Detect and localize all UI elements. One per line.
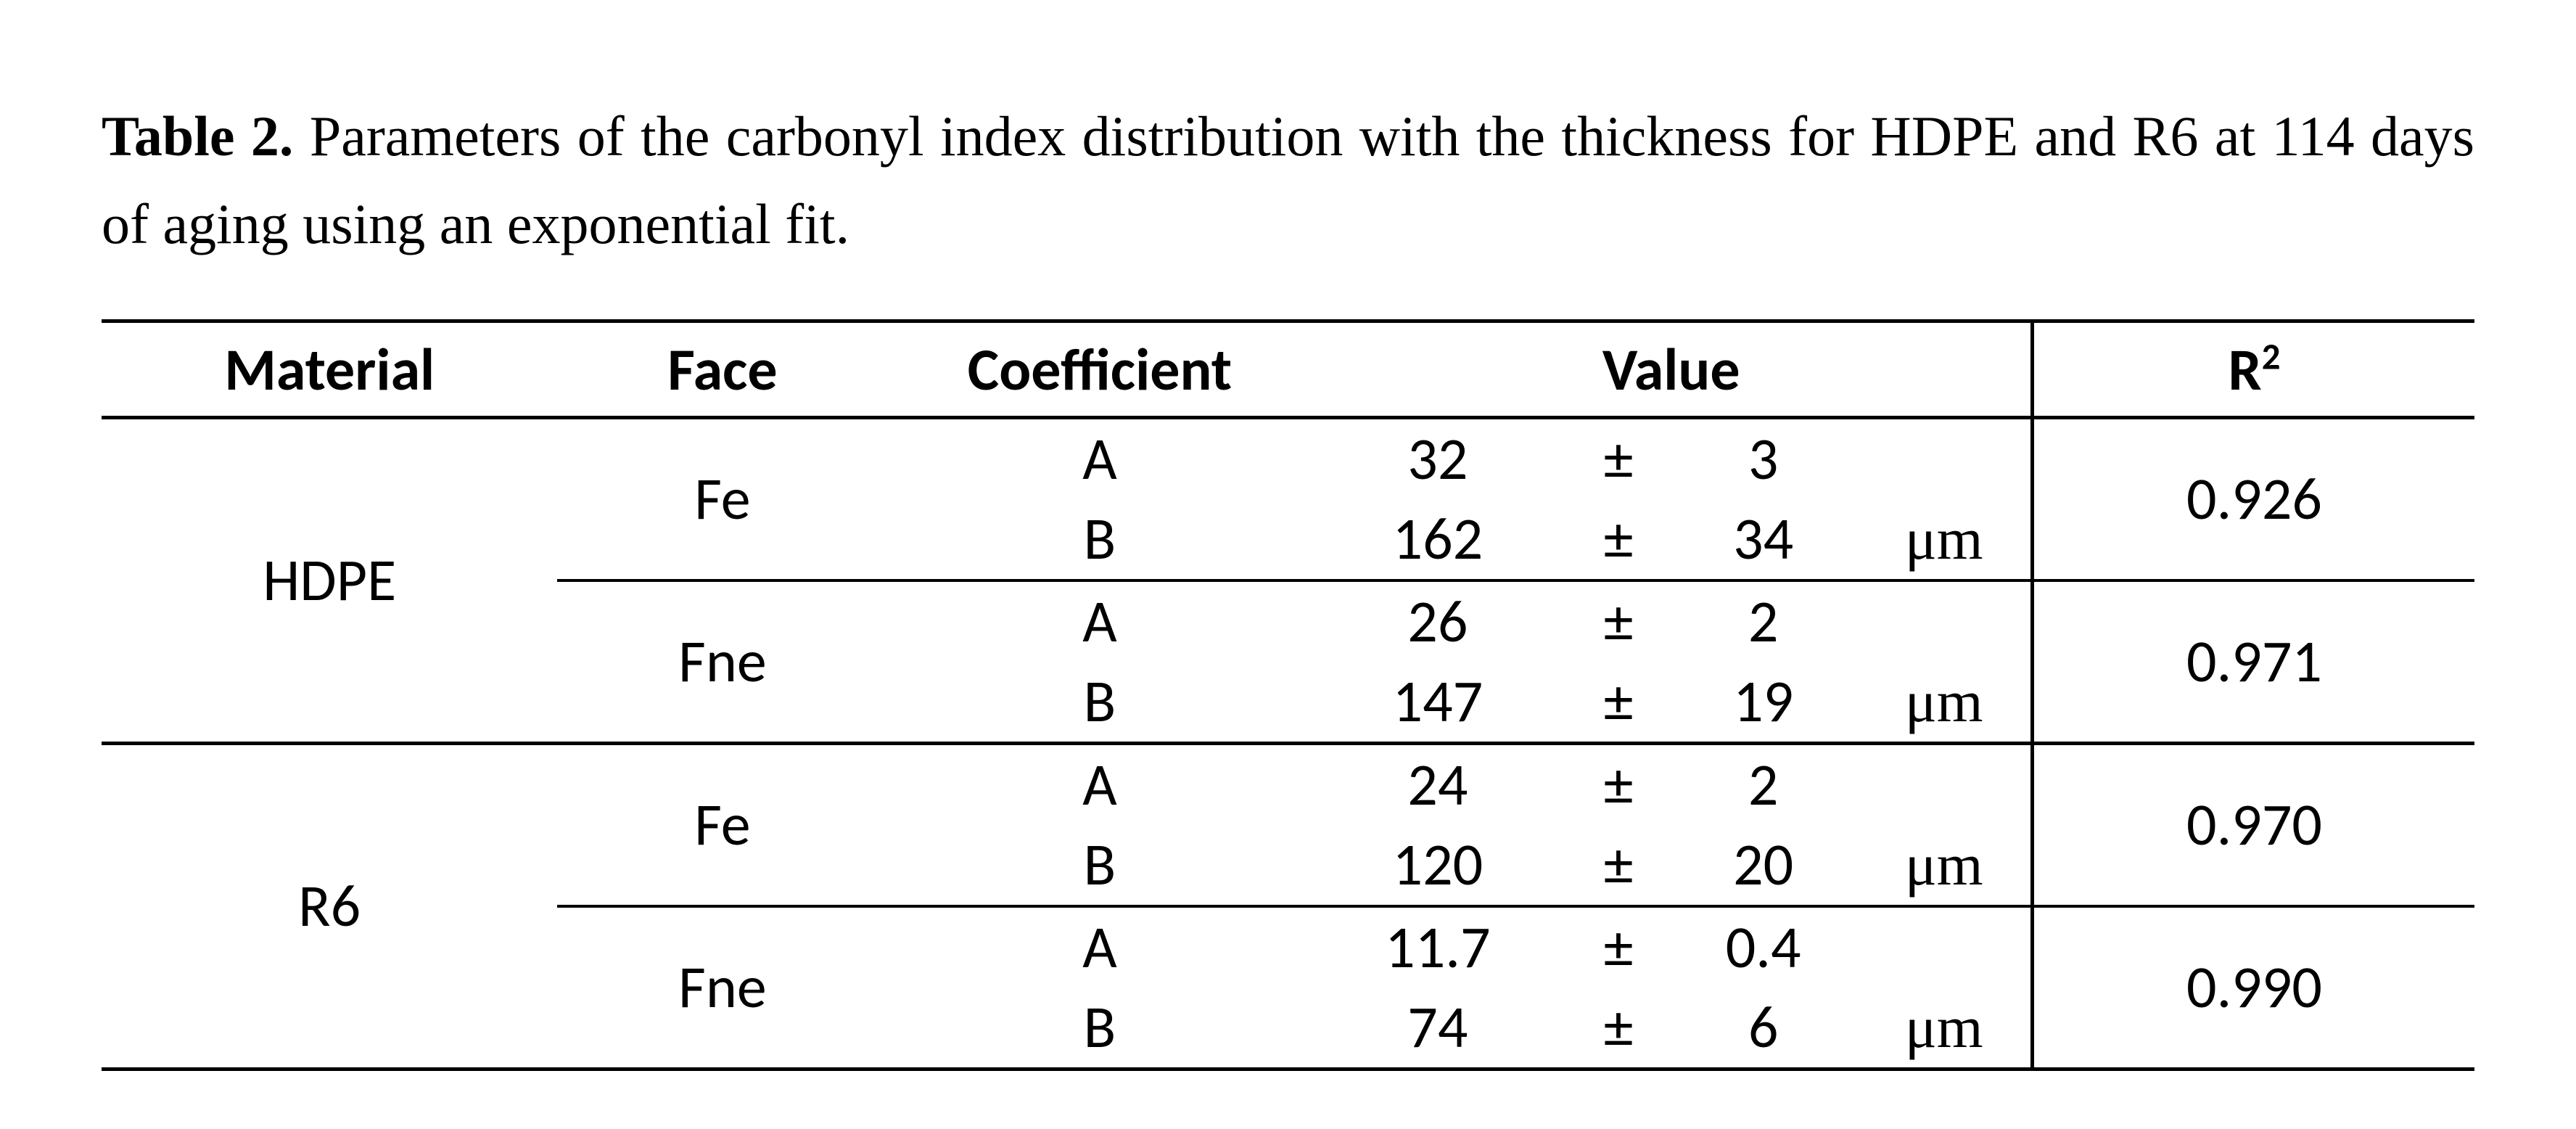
table-row: R6 Fe A 24 ± 2 0.970 (102, 743, 2474, 825)
parameters-table: Material Face Coefficient Value R2 HDPE … (102, 319, 2474, 1071)
col-material: Material (102, 321, 557, 417)
cell-coeff: A (887, 906, 1312, 988)
cell-coeff: B (887, 825, 1312, 906)
cell-value-unit (1857, 906, 2032, 988)
cell-coeff: B (887, 988, 1312, 1070)
table-row: HDPE Fe A 32 ± 3 0.926 (102, 417, 2474, 499)
cell-value-unit (1857, 580, 2032, 662)
cell-value-err: 19 (1674, 662, 1858, 744)
cell-value-num: 120 (1312, 825, 1564, 906)
cell-face: Fne (557, 906, 887, 1070)
table-header-row: Material Face Coefficient Value R2 (102, 321, 2474, 417)
cell-face: Fe (557, 417, 887, 580)
cell-value-err: 2 (1674, 743, 1858, 825)
cell-value-err: 3 (1674, 417, 1858, 499)
cell-value-num: 24 (1312, 743, 1564, 825)
cell-value-pm: ± (1563, 988, 1674, 1070)
col-r2: R2 (2032, 321, 2474, 417)
cell-value-pm: ± (1563, 499, 1674, 580)
cell-r2: 0.970 (2032, 743, 2474, 906)
cell-value-unit (1857, 743, 2032, 825)
cell-face: Fe (557, 743, 887, 906)
cell-value-num: 74 (1312, 988, 1564, 1070)
cell-value-pm: ± (1563, 825, 1674, 906)
cell-value-num: 11.7 (1312, 906, 1564, 988)
cell-face: Fne (557, 580, 887, 744)
cell-r2: 0.990 (2032, 906, 2474, 1070)
cell-value-pm: ± (1563, 580, 1674, 662)
cell-coeff: A (887, 743, 1312, 825)
cell-value-unit: μm (1857, 662, 2032, 744)
cell-value-err: 2 (1674, 580, 1858, 662)
col-face: Face (557, 321, 887, 417)
cell-value-err: 0.4 (1674, 906, 1858, 988)
cell-material: HDPE (102, 417, 557, 743)
cell-value-unit: μm (1857, 825, 2032, 906)
cell-value-pm: ± (1563, 662, 1674, 744)
table-caption: Table 2. Parameters of the carbonyl inde… (102, 93, 2474, 268)
cell-material: R6 (102, 743, 557, 1069)
cell-value-err: 34 (1674, 499, 1858, 580)
cell-value-pm: ± (1563, 743, 1674, 825)
cell-value-unit: μm (1857, 988, 2032, 1070)
col-coefficient: Coefficient (887, 321, 1312, 417)
cell-value-num: 162 (1312, 499, 1564, 580)
cell-value-num: 147 (1312, 662, 1564, 744)
cell-value-num: 26 (1312, 580, 1564, 662)
cell-coeff: A (887, 417, 1312, 499)
cell-value-unit: μm (1857, 499, 2032, 580)
cell-r2: 0.926 (2032, 417, 2474, 580)
cell-value-num: 32 (1312, 417, 1564, 499)
cell-value-err: 20 (1674, 825, 1858, 906)
cell-coeff: A (887, 580, 1312, 662)
cell-value-pm: ± (1563, 906, 1674, 988)
col-value: Value (1312, 321, 2033, 417)
cell-coeff: B (887, 662, 1312, 744)
table-caption-text: Parameters of the carbonyl index distrib… (102, 104, 2474, 255)
cell-r2: 0.971 (2032, 580, 2474, 744)
table-label: Table 2. (102, 104, 293, 168)
cell-value-unit (1857, 417, 2032, 499)
cell-value-err: 6 (1674, 988, 1858, 1070)
cell-value-pm: ± (1563, 417, 1674, 499)
cell-coeff: B (887, 499, 1312, 580)
